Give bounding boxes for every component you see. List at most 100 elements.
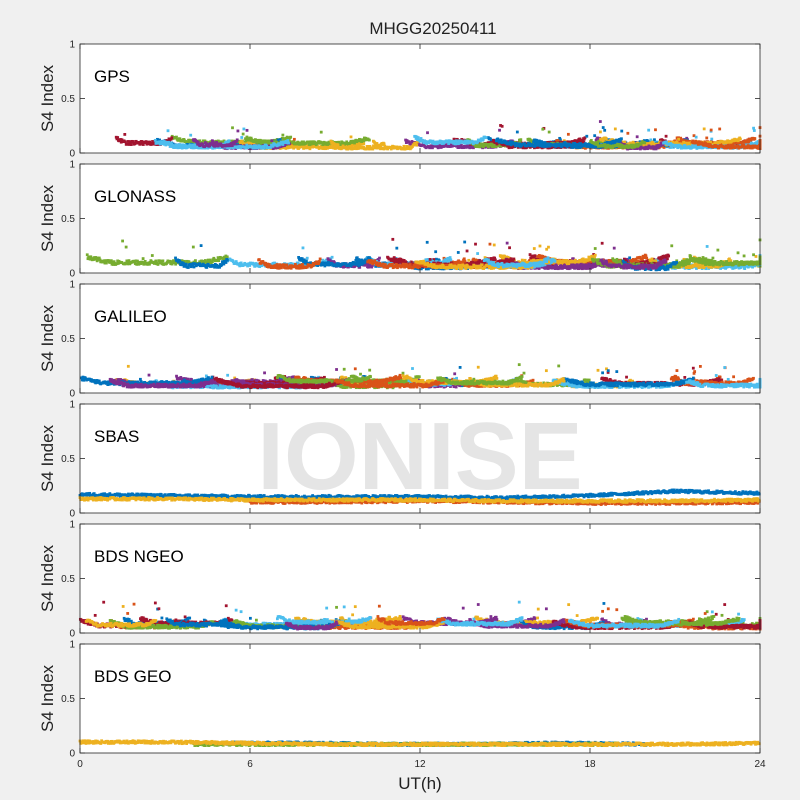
data-point (268, 140, 272, 144)
data-point (260, 146, 264, 150)
data-point (658, 144, 662, 147)
data-point (721, 140, 725, 144)
data-point (281, 143, 285, 146)
data-point (218, 145, 222, 149)
data-point (278, 147, 282, 150)
data-point (613, 127, 617, 131)
data-point (729, 143, 733, 147)
data-point (596, 136, 599, 140)
data-point (295, 142, 299, 146)
data-point (591, 145, 594, 149)
data-point (325, 144, 329, 148)
data-point (262, 145, 266, 148)
data-point (173, 146, 177, 149)
data-point (409, 142, 413, 146)
data-point (351, 144, 354, 148)
data-point (367, 138, 371, 142)
data-point (747, 140, 750, 144)
data-point (570, 143, 574, 147)
data-point (545, 144, 549, 148)
data-point (593, 134, 597, 138)
data-point (647, 128, 651, 132)
data-point (516, 145, 520, 149)
data-point (496, 137, 500, 141)
data-point (571, 142, 575, 146)
data-point (757, 141, 760, 145)
data-point (363, 136, 366, 140)
data-point (696, 143, 700, 146)
data-point (211, 146, 215, 150)
data-point (679, 144, 682, 148)
data-point (547, 130, 551, 134)
data-point (190, 144, 194, 148)
data-point (509, 140, 512, 144)
data-point (140, 140, 144, 143)
data-point (692, 145, 696, 149)
data-point (513, 142, 517, 146)
data-point (499, 124, 502, 127)
data-point (745, 146, 749, 150)
data-point (250, 142, 254, 146)
data-point (692, 134, 696, 138)
data-point (506, 144, 510, 148)
plot-area (80, 44, 760, 153)
data-point (689, 143, 693, 146)
data-point (477, 143, 481, 147)
data-point (279, 142, 283, 146)
data-point (416, 140, 419, 144)
data-point (167, 137, 171, 141)
data-point (756, 140, 760, 143)
data-point (182, 138, 186, 142)
data-point (241, 132, 245, 136)
data-point (540, 144, 544, 148)
data-point (203, 141, 207, 144)
data-point (603, 128, 607, 132)
data-point (196, 140, 200, 144)
data-point (320, 141, 324, 145)
data-point (655, 144, 659, 148)
data-point (227, 139, 231, 143)
data-point (230, 142, 233, 145)
data-point (257, 140, 261, 144)
data-point (126, 142, 130, 146)
data-point (572, 144, 576, 148)
data-point (407, 140, 411, 144)
data-point (541, 127, 545, 131)
data-point (486, 145, 490, 149)
data-point (753, 137, 757, 140)
data-point (702, 127, 706, 131)
data-point (680, 138, 684, 142)
data-point (730, 146, 734, 150)
data-point (724, 144, 728, 148)
data-point (256, 139, 260, 142)
data-point (580, 139, 584, 143)
data-point (261, 139, 264, 143)
data-point (273, 140, 276, 144)
data-point (170, 136, 174, 140)
data-point (656, 143, 660, 147)
data-point (702, 143, 706, 147)
data-point (554, 145, 558, 148)
data-point (515, 130, 519, 134)
data-point (528, 145, 532, 149)
data-point (677, 136, 680, 140)
data-point (244, 146, 248, 150)
data-point (736, 144, 740, 148)
data-point (306, 144, 310, 148)
data-point (412, 143, 416, 147)
data-point (498, 144, 502, 148)
data-point (325, 141, 329, 145)
data-point (301, 142, 305, 146)
data-point (364, 147, 368, 151)
data-point (752, 129, 756, 132)
data-point (312, 142, 316, 146)
data-point (691, 139, 695, 143)
data-point (289, 135, 293, 139)
data-point (119, 138, 122, 141)
data-point (324, 146, 328, 150)
data-point (249, 136, 253, 140)
data-point (721, 141, 725, 145)
data-point (182, 146, 186, 149)
